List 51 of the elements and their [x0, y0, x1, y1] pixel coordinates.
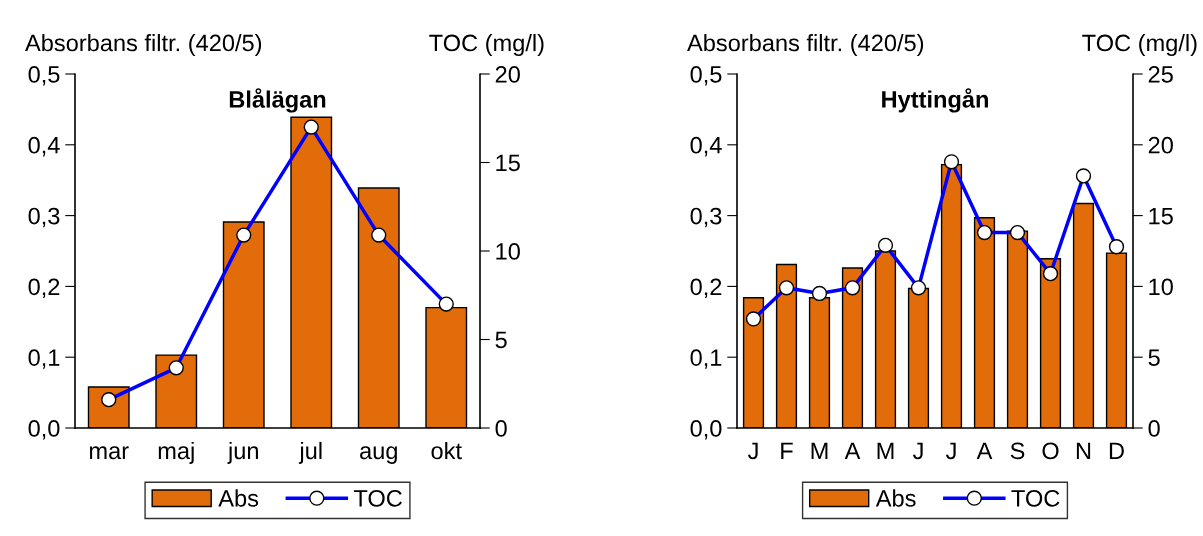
- y2-tick-label: 20: [495, 66, 520, 83]
- x-tick-label: jul: [298, 441, 322, 464]
- y-tick-label: 0,0: [690, 420, 722, 440]
- y-tick-label: 0,1: [28, 349, 60, 369]
- y-tick-label: 0,5: [28, 66, 60, 86]
- x-tick-label: O: [1042, 442, 1059, 460]
- y2-tick-label: 5: [1148, 349, 1160, 366]
- y-tick-label: 0,4: [690, 136, 722, 157]
- x-tick-label: mar: [89, 446, 129, 460]
- text: Blålägan: [229, 88, 326, 113]
- x-tick-label: A: [844, 442, 861, 459]
- x-tick-label: M: [877, 442, 894, 459]
- y-tick-label: 0,4: [28, 136, 60, 157]
- y-axis-title: Absorbans filtr. (420/5): [687, 34, 924, 56]
- y2-tick-label: 15: [496, 154, 520, 172]
- x-tick-label: N: [1076, 442, 1091, 459]
- y2-tick-label: 0: [495, 420, 507, 437]
- x-tick-label: J: [912, 442, 923, 460]
- y-tick-label: 0,3: [28, 207, 60, 228]
- x-tick-label: A: [976, 442, 993, 459]
- y2-tick-label: 5: [495, 331, 507, 349]
- x-tick-label: M: [811, 442, 828, 459]
- x-tick-label: J: [945, 442, 956, 460]
- y2-tick-label: 20: [1148, 136, 1173, 154]
- x-tick-label: maj: [158, 441, 194, 464]
- y-tick-label: 0,0: [28, 420, 60, 440]
- x-tick-label: D: [1109, 442, 1124, 459]
- y2-axis-title: TOC (mg/l): [429, 34, 544, 56]
- y2-tick-label: 10: [1149, 278, 1173, 296]
- x-tick-label: F: [781, 442, 793, 459]
- y-tick-label: 0,5: [690, 66, 722, 86]
- y2-tick-label: 15: [1149, 207, 1173, 225]
- legend-label: TOC: [1011, 489, 1060, 507]
- x-tick-label: okt: [431, 441, 462, 460]
- x-tick-label: aug: [360, 446, 397, 464]
- y2-tick-label: 10: [496, 243, 520, 260]
- y-axis-title: Absorbans filtr. (420/5): [25, 34, 262, 56]
- y2-tick-label: 0: [1148, 420, 1160, 437]
- legend-label: TOC: [353, 489, 402, 507]
- x-tick-label: S: [1010, 442, 1025, 460]
- x-tick-label: J: [747, 442, 758, 460]
- y-tick-label: 0,2: [690, 278, 722, 298]
- y2-tick-label: 25: [1148, 66, 1173, 83]
- legend-label: Abs: [875, 489, 916, 507]
- y-tick-label: 0,3: [690, 207, 722, 228]
- text: Hyttingån: [882, 88, 988, 113]
- legend-label: Abs: [218, 489, 259, 507]
- y-tick-label: 0,1: [690, 349, 722, 369]
- x-tick-label: jun: [227, 441, 258, 464]
- y2-axis-title: TOC (mg/l): [1082, 34, 1197, 56]
- y-tick-label: 0,2: [28, 278, 60, 298]
